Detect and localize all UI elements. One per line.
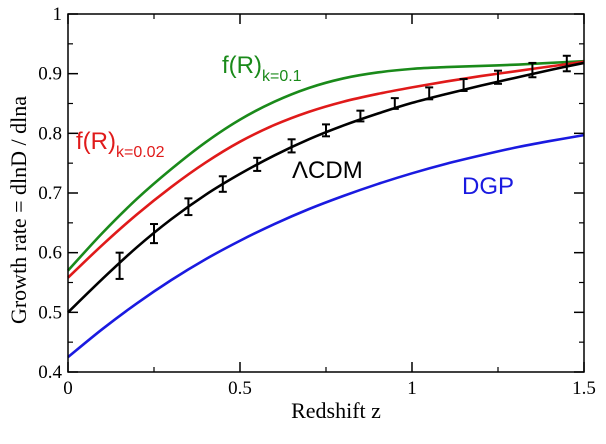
label-fr-k002: f(R)k=0.02 — [76, 128, 165, 161]
errorbar — [494, 69, 502, 85]
label-dgp: DGP — [462, 173, 514, 200]
errorbars-layer — [115, 54, 571, 280]
y-tick-label: 0.5 — [38, 302, 62, 323]
errorbar — [459, 78, 468, 92]
series-line-3 — [67, 133, 585, 359]
series-line-0 — [67, 59, 585, 272]
errorbar — [115, 251, 124, 280]
x-tick-label: 1 — [407, 378, 417, 399]
ticks-layer: 0 0.5 1 1.5 0.4 0.5 0.6 0.7 0.8 0.9 1 — [38, 4, 596, 399]
errorbar — [390, 97, 399, 110]
label-fr-k01-sub: k=0.1 — [262, 68, 302, 85]
errorbar — [425, 86, 434, 101]
x-axis-title: Redshift z — [291, 398, 381, 423]
errorbar — [356, 109, 365, 123]
label-fr-k002-sub: k=0.02 — [116, 144, 165, 161]
label-fr-k01: f(R)k=0.1 — [222, 52, 302, 85]
curves-layer — [67, 59, 585, 359]
errorbar — [528, 61, 537, 79]
errorbar — [287, 138, 296, 154]
label-fr-k002-main: f(R) — [76, 128, 116, 155]
errorbar — [562, 54, 571, 73]
y-tick-label: 0.6 — [38, 243, 62, 264]
label-lcdm: ΛCDM — [292, 157, 363, 184]
y-tick-label: 0.7 — [38, 183, 62, 204]
errorbar — [253, 156, 262, 172]
y-tick-label: 1 — [53, 4, 63, 25]
errorbar — [184, 197, 193, 217]
errorbar — [150, 223, 158, 245]
x-tick-label: 0.5 — [228, 378, 252, 399]
y-tick-label: 0.8 — [38, 123, 62, 144]
y-tick-label: 0.9 — [38, 64, 62, 85]
errorbar — [218, 175, 227, 193]
y-axis-title: Growth rate = dlnD / dlna — [6, 96, 31, 324]
y-tick-label: 0.4 — [38, 362, 62, 383]
label-fr-k01-main: f(R) — [222, 52, 262, 79]
x-tick-label: 0 — [63, 378, 73, 399]
errorbar — [322, 123, 330, 138]
x-tick-label: 1.5 — [572, 378, 596, 399]
